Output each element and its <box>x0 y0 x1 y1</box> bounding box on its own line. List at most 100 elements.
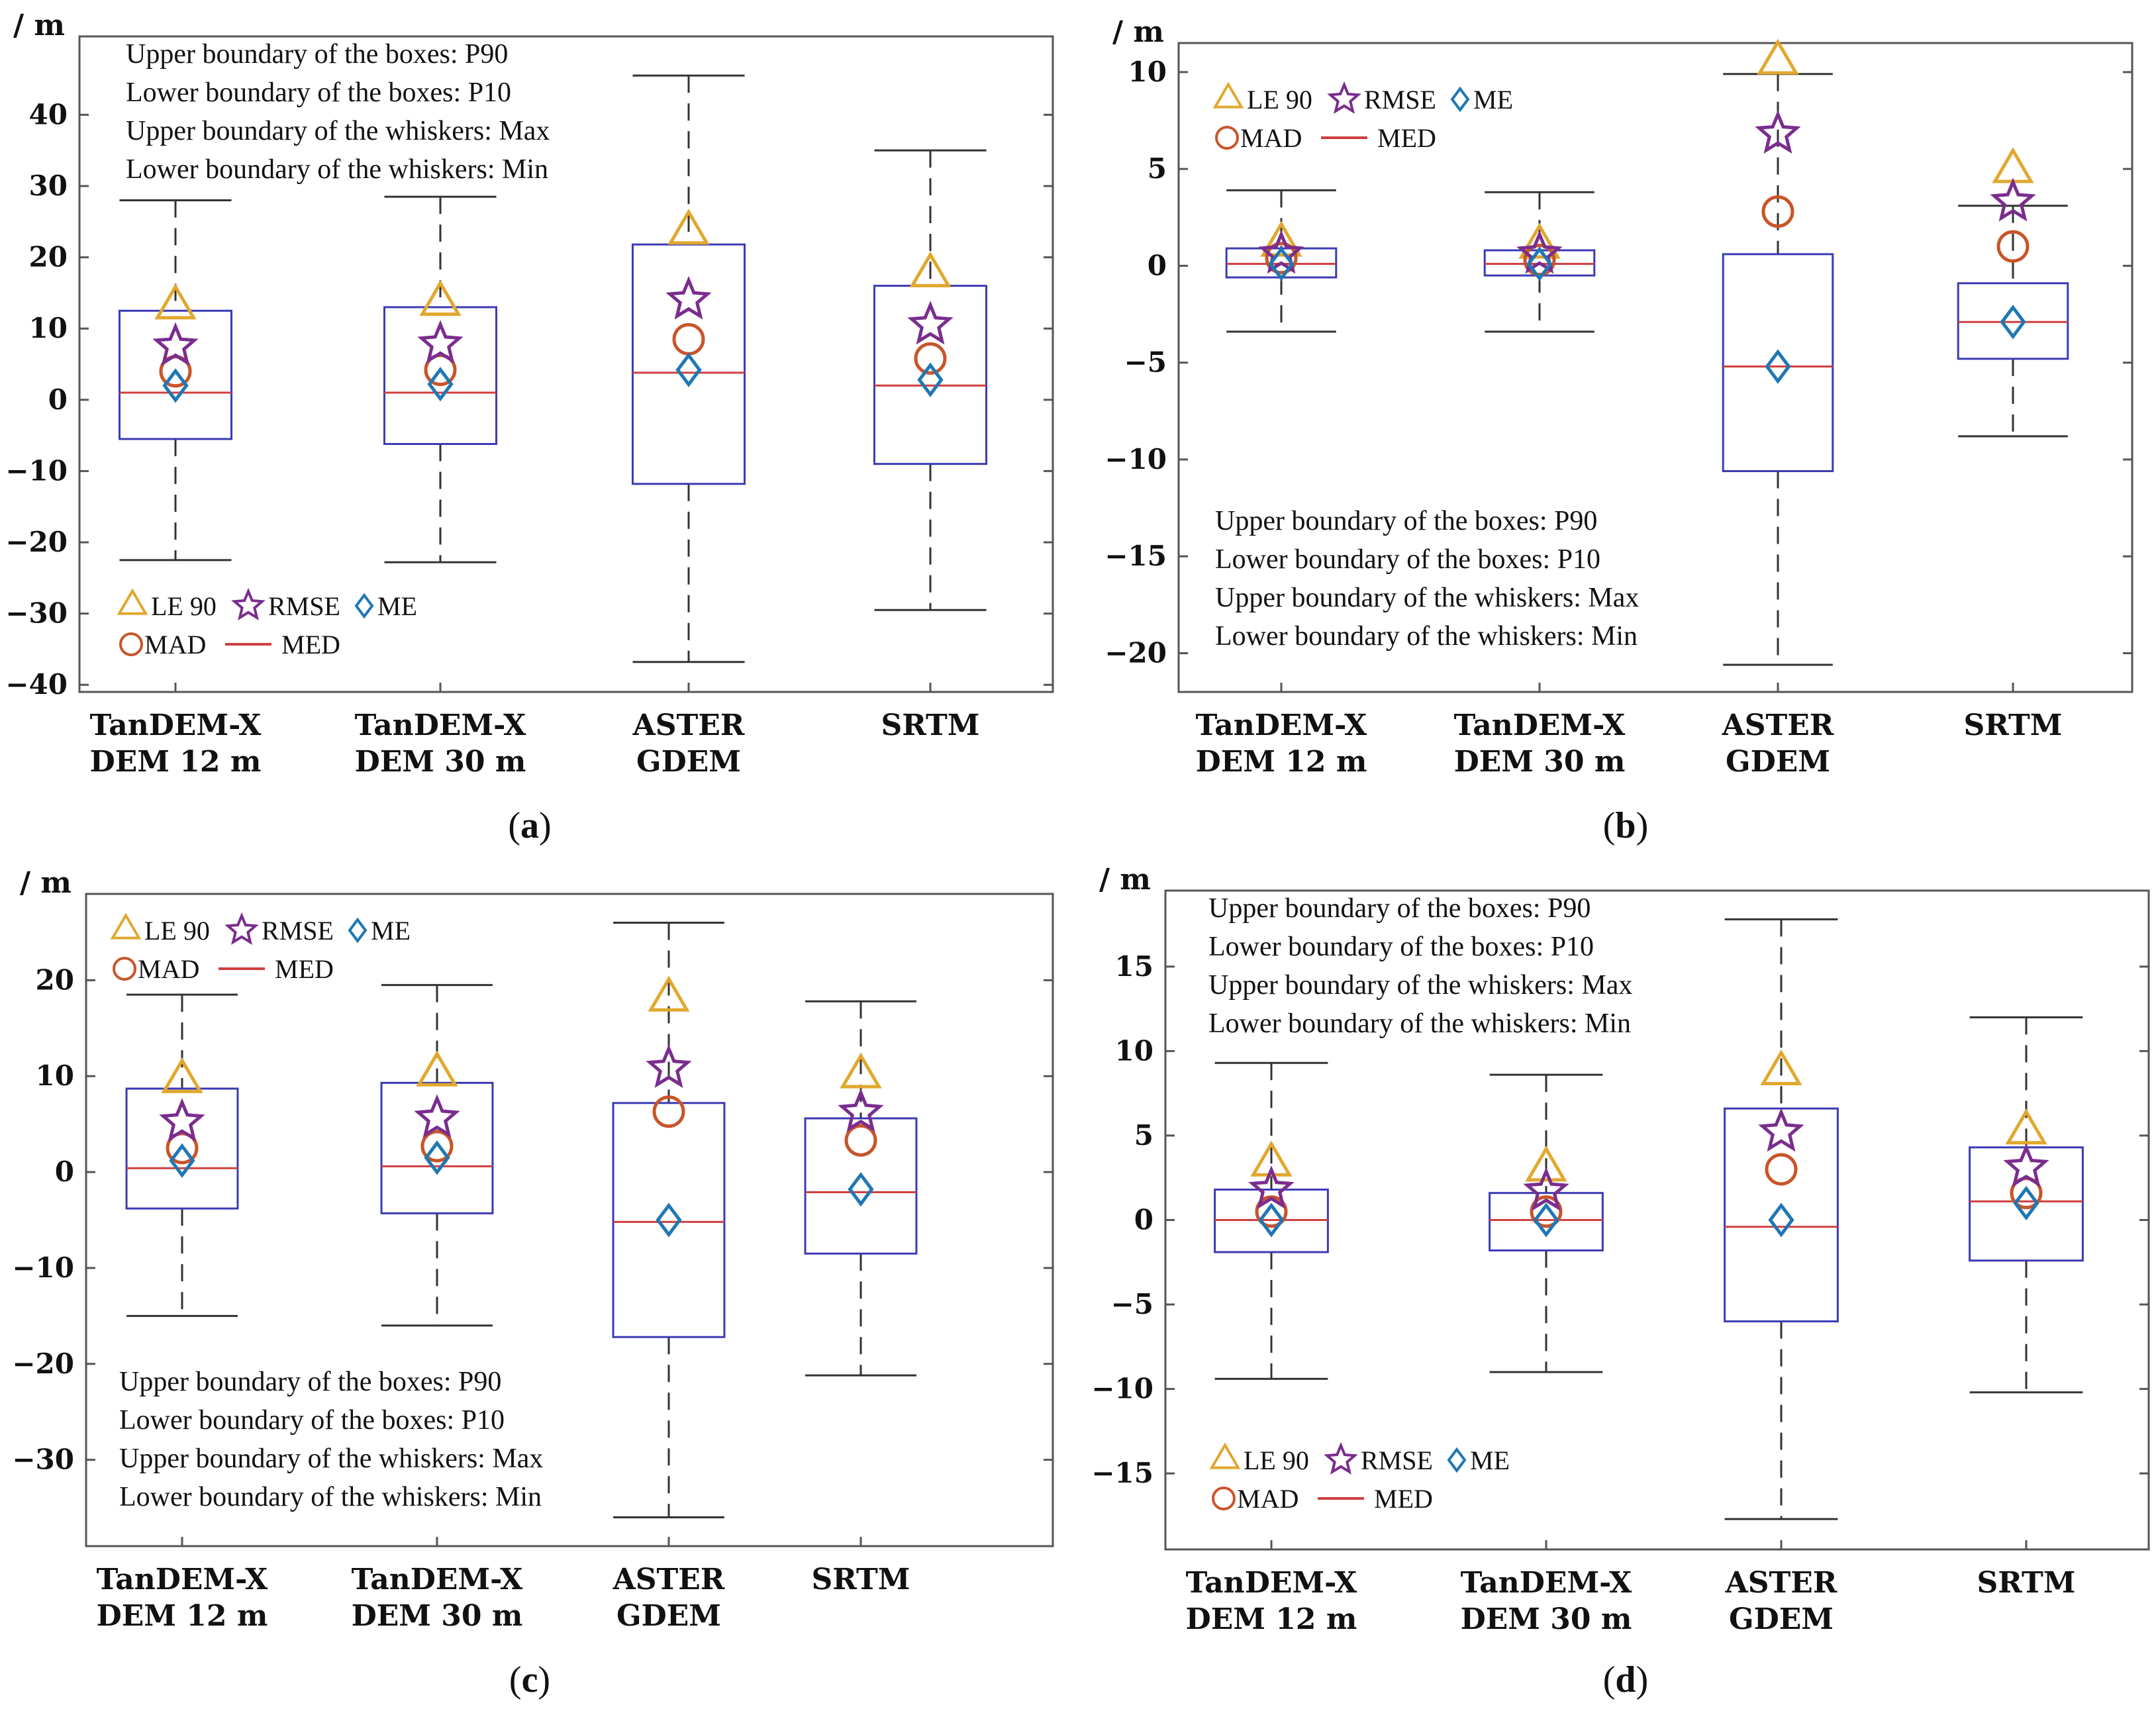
me-marker <box>2013 1185 2039 1221</box>
y-tick-label: −20 <box>5 526 68 558</box>
y-tick-label: −30 <box>5 597 68 630</box>
legend-le90-label: LE 90 <box>1247 85 1312 115</box>
rmse-marker <box>1248 1165 1295 1210</box>
rmse-marker <box>417 320 464 364</box>
le90-marker <box>154 283 197 320</box>
category-label-line2: DEM 12 m <box>90 745 262 779</box>
note-line: Lower boundary of the boxes: P10 <box>1208 932 1594 962</box>
y-tick-label: −10 <box>12 1251 74 1284</box>
y-tick-label: −5 <box>1124 346 1167 379</box>
box-p10-p90 <box>383 306 498 446</box>
le90-marker <box>1757 38 1799 75</box>
category-label-line1: ASTER <box>1722 709 1834 742</box>
y-tick-label: −20 <box>1104 636 1167 669</box>
legend-rmse-marker <box>1327 81 1361 115</box>
y-tick-label: 20 <box>29 241 68 273</box>
legend-me-marker <box>354 593 374 619</box>
rmse-marker <box>838 1088 884 1132</box>
le90-marker <box>1518 222 1561 259</box>
category-label-line2: DEM 12 m <box>97 1599 268 1633</box>
y-tick-label: −15 <box>1091 1457 1153 1489</box>
y-tick-label: −10 <box>1104 443 1167 475</box>
legend-le90-marker <box>1212 81 1244 109</box>
note-line: Upper boundary of the boxes: P90 <box>1208 893 1591 924</box>
category-label-line1: TanDEM-X <box>1186 1566 1357 1600</box>
y-tick-label: 10 <box>1115 1034 1153 1067</box>
rmse-marker <box>1990 177 2036 222</box>
legend-le90-marker <box>117 588 148 615</box>
category-label-line1: TanDEM-X <box>1454 709 1626 742</box>
category-label-line1: TanDEM-X <box>352 1563 523 1596</box>
le90-marker <box>667 209 710 245</box>
le90-marker <box>909 251 952 287</box>
legend-me-marker <box>1450 86 1470 113</box>
le90-marker <box>161 1057 203 1093</box>
box-p10-p90 <box>804 1117 918 1255</box>
box-p10-p90 <box>380 1081 494 1214</box>
mad-marker <box>652 1095 685 1128</box>
legend-rmse-marker <box>1324 1442 1358 1475</box>
legend-med-label: MED <box>281 630 340 660</box>
legend-rmse-label: RMSE <box>268 591 340 621</box>
me-marker <box>162 368 189 403</box>
box-p10-p90 <box>118 309 233 440</box>
le90-marker <box>416 1050 458 1087</box>
category-label-line1: TanDEM-X <box>97 1563 268 1596</box>
me-marker <box>2000 305 2026 340</box>
rmse-marker <box>1758 1108 1804 1152</box>
category-label-line1: SRTM <box>1963 709 2062 742</box>
mad-marker <box>1265 242 1298 275</box>
me-marker <box>424 1140 450 1175</box>
y-tick-label: 15 <box>1115 950 1153 983</box>
y-tick-label: −40 <box>5 668 68 701</box>
category-label-line1: SRTM <box>1977 1566 2075 1600</box>
category-label-line1: SRTM <box>811 1563 910 1596</box>
legend-le90-marker <box>110 912 142 940</box>
legend-me-label: ME <box>1470 1445 1510 1475</box>
category-label-line2: DEM 30 m <box>1454 745 1626 779</box>
y-axis-unit: / m <box>13 9 65 42</box>
legend-mad-label: MAD <box>1240 123 1302 153</box>
legend-le90-label: LE 90 <box>144 916 210 946</box>
box-p10-p90 <box>1489 1192 1604 1251</box>
note-line: Lower boundary of the boxes: P10 <box>119 1405 505 1436</box>
y-tick-label: 5 <box>1134 1119 1153 1151</box>
note-line: Lower boundary of the whiskers: Min <box>126 154 548 185</box>
panel-label: (d) <box>1603 1659 1648 1700</box>
category-label-line2: GDEM <box>1729 1602 1834 1636</box>
legend-mad-marker <box>119 632 143 656</box>
box-p10-p90 <box>1722 253 1834 473</box>
y-tick-label: 0 <box>55 1155 74 1188</box>
legend-rmse-label: RMSE <box>262 916 334 946</box>
plot-frame <box>78 35 1054 693</box>
me-marker <box>848 1171 874 1207</box>
legend-mad-label: MAD <box>144 630 206 660</box>
category-label-line1: SRTM <box>881 709 979 742</box>
y-tick-label: −30 <box>12 1443 74 1476</box>
rmse-marker <box>1516 230 1563 274</box>
me-marker <box>1258 1202 1285 1238</box>
me-marker <box>1526 246 1553 281</box>
mad-marker <box>424 354 457 387</box>
y-tick-label: −10 <box>1091 1373 1153 1405</box>
plot-frame <box>85 893 1054 1547</box>
legend-mad-marker <box>1212 1487 1236 1510</box>
category-label-line1: TanDEM-X <box>90 709 262 742</box>
category-label-line1: ASTER <box>1725 1566 1838 1600</box>
note-line: Upper boundary of the whiskers: Max <box>126 116 550 146</box>
rmse-marker <box>665 275 712 320</box>
legend-me-marker <box>348 917 368 944</box>
mad-marker <box>1530 1195 1563 1228</box>
category-label-line2: GDEM <box>636 745 741 779</box>
y-tick-label: 10 <box>36 1059 74 1092</box>
note-line: Lower boundary of the boxes: P10 <box>126 77 511 108</box>
me-marker <box>675 352 702 387</box>
panel-label: (b) <box>1603 805 1648 846</box>
y-tick-label: 10 <box>1128 56 1167 88</box>
legend-me-label: ME <box>1473 85 1513 115</box>
legend-me-label: ME <box>371 916 411 946</box>
rmse-marker <box>1523 1167 1569 1211</box>
le90-marker <box>419 279 462 316</box>
